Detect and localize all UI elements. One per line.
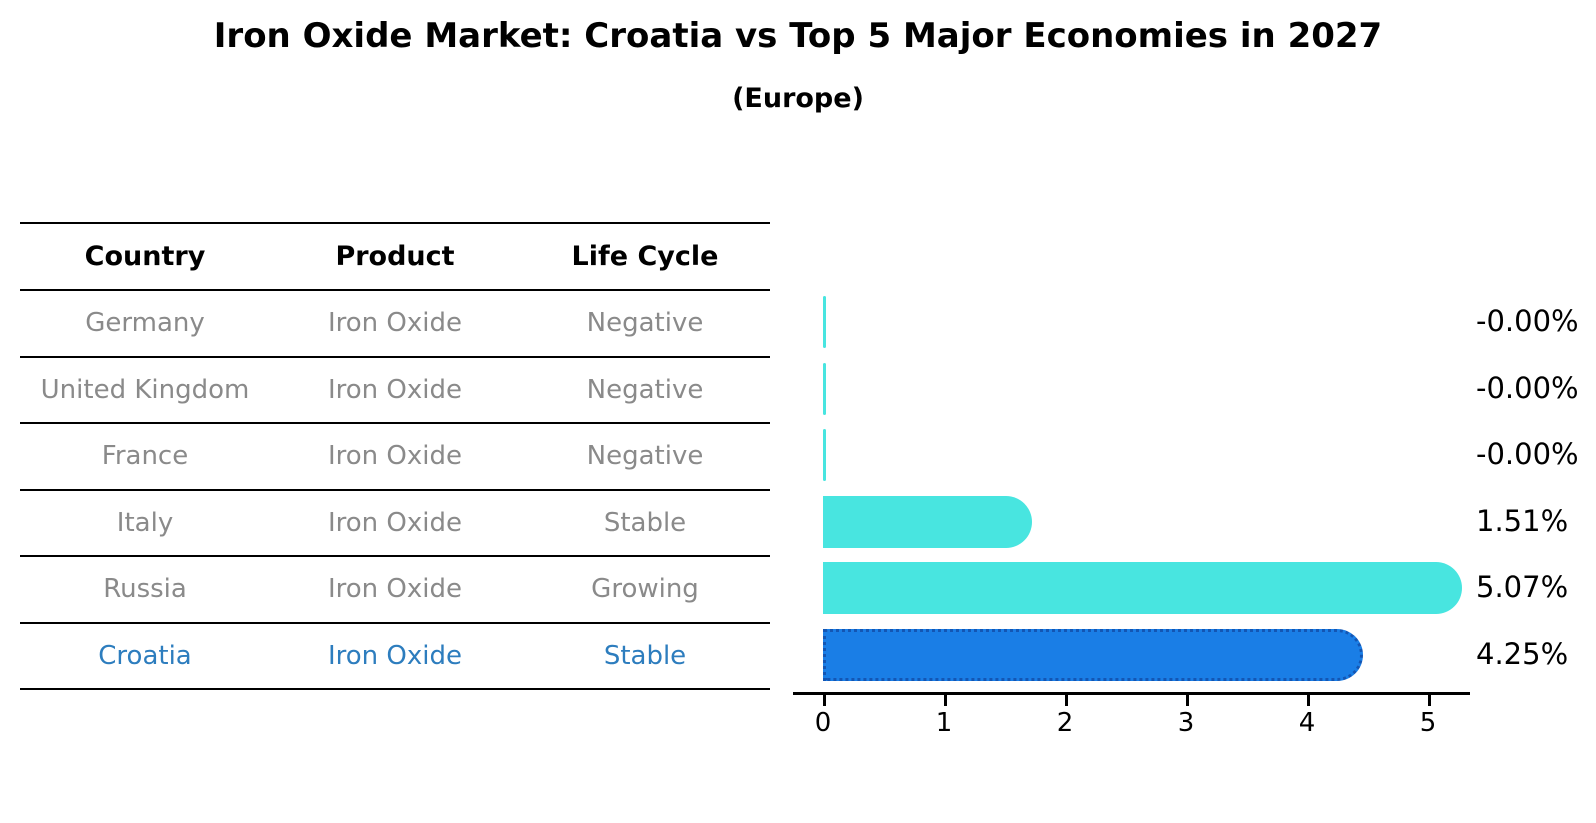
table-row: Italy Iron Oxide Stable xyxy=(20,491,770,557)
table-row: United Kingdom Iron Oxide Negative xyxy=(20,358,770,424)
cell-country: United Kingdom xyxy=(40,374,250,405)
bar-value-label: 4.25% xyxy=(1476,636,1569,671)
x-axis-tick-label: 3 xyxy=(1177,708,1195,738)
bar-value-label: 1.51% xyxy=(1476,503,1569,538)
cell-lifecycle: Negative xyxy=(586,441,704,472)
bar-germany xyxy=(823,296,826,349)
header-cell-lifecycle: Life Cycle xyxy=(571,241,719,272)
bar-france xyxy=(823,429,826,482)
cell-lifecycle: Stable xyxy=(603,507,687,538)
table-row: Russia Iron Oxide Growing xyxy=(20,557,770,624)
cell-lifecycle: Stable xyxy=(603,640,687,671)
bar-united-kingdom xyxy=(823,362,826,415)
x-axis-tick xyxy=(944,695,947,706)
x-axis-tick xyxy=(1307,695,1310,706)
cell-country: Italy xyxy=(116,507,174,538)
x-axis-tick xyxy=(823,695,826,706)
cell-lifecycle: Negative xyxy=(586,308,704,339)
x-axis-tick-label: 2 xyxy=(1056,708,1074,738)
cell-country: Russia xyxy=(103,574,187,605)
cell-product: Iron Oxide xyxy=(327,308,462,339)
bar-value-label: -0.00% xyxy=(1476,304,1579,339)
header-cell-country: Country xyxy=(84,241,206,272)
bar-value-label: 5.07% xyxy=(1476,570,1569,605)
x-axis-tick-label: 4 xyxy=(1298,708,1316,738)
x-axis-tick xyxy=(1186,695,1189,706)
bar-value-label: -0.00% xyxy=(1476,370,1579,405)
bar-italy xyxy=(823,495,1032,548)
cell-lifecycle: Negative xyxy=(586,374,704,405)
table-row: France Iron Oxide Negative xyxy=(20,424,770,491)
x-axis-line xyxy=(793,692,1470,695)
table-header-row: Country Product Life Cycle xyxy=(20,222,770,291)
x-axis-tick xyxy=(1428,695,1431,706)
cell-lifecycle: Growing xyxy=(591,574,699,605)
cell-country: France xyxy=(101,441,189,472)
bar-value-label: -0.00% xyxy=(1476,437,1579,472)
x-axis-tick-label: 1 xyxy=(935,708,953,738)
page-subtitle: (Europe) xyxy=(732,83,864,114)
cell-country: Germany xyxy=(85,308,205,339)
bar-russia xyxy=(823,562,1463,615)
data-table: Country Product Life Cycle Germany Iron O… xyxy=(20,222,770,690)
cell-country: Croatia xyxy=(98,640,192,671)
cell-product: Iron Oxide xyxy=(327,507,462,538)
cell-product: Iron Oxide xyxy=(327,374,462,405)
x-axis-tick-label: 0 xyxy=(814,708,832,738)
table-row: Germany Iron Oxide Negative xyxy=(20,291,770,358)
bar-croatia xyxy=(823,628,1364,681)
x-axis-tick xyxy=(1065,695,1068,706)
cell-product: Iron Oxide xyxy=(327,574,462,605)
page-title: Iron Oxide Market: Croatia vs Top 5 Majo… xyxy=(213,16,1383,56)
x-axis-tick-label: 5 xyxy=(1419,708,1437,738)
table-row: Croatia Iron Oxide Stable xyxy=(20,624,770,690)
header-cell-product: Product xyxy=(335,241,455,272)
cell-product: Iron Oxide xyxy=(327,640,462,671)
cell-product: Iron Oxide xyxy=(327,441,462,472)
table-body: Germany Iron Oxide Negative United Kingdom I… xyxy=(20,291,770,690)
